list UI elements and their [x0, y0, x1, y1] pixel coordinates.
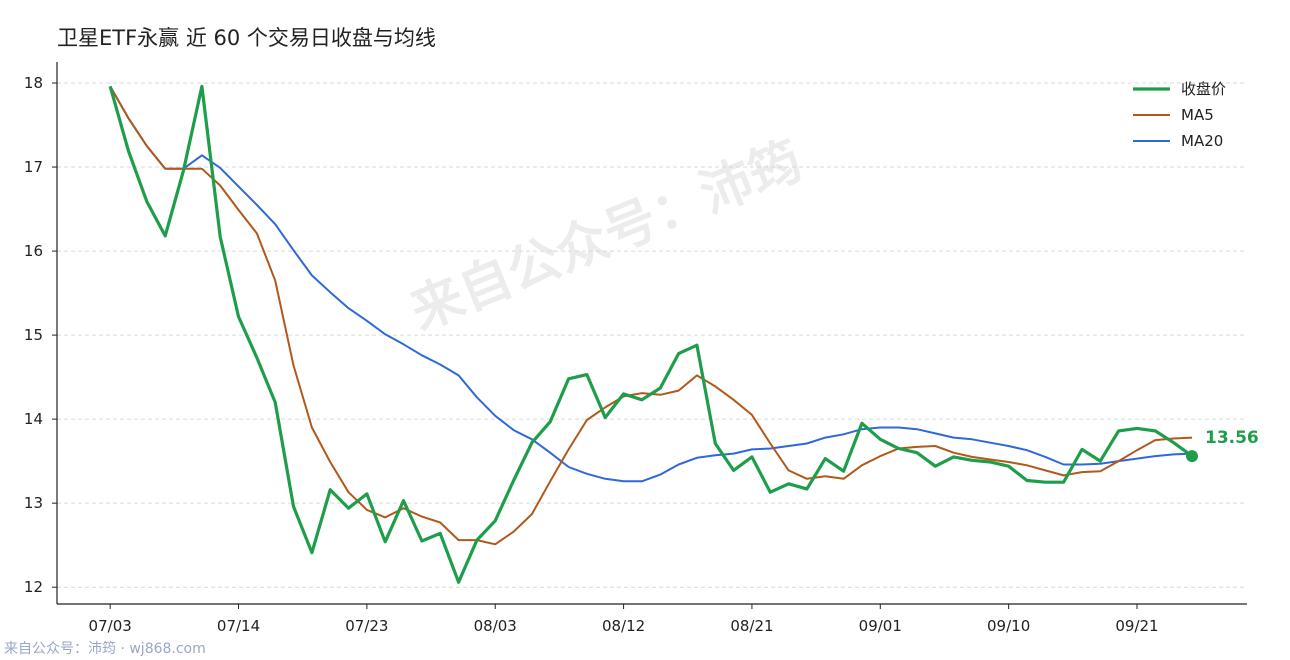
x-tick-label: 08/21 [730, 617, 773, 635]
last-close-label: 13.56 [1205, 428, 1259, 448]
x-tick-label: 09/21 [1115, 617, 1158, 635]
last-close-point [1185, 450, 1198, 463]
series-line-close [108, 84, 1193, 584]
y-tick-label: 12 [24, 578, 43, 596]
x-tick-label: 07/23 [345, 617, 388, 635]
legend-label: MA20 [1181, 132, 1223, 150]
legend: 收盘价 MA5 MA20 [1133, 80, 1226, 150]
axes: 12 13 14 15 16 17 18 07/03 07/14 07/23 08/03 08/12 0… [24, 62, 1247, 635]
series-line-ma20 [109, 85, 1193, 483]
legend-label: MA5 [1181, 106, 1214, 124]
y-tick-label: 18 [24, 74, 43, 92]
footer-credit: 来自公众号：沛筠 · wj868.com [4, 641, 206, 657]
series-line-ma5 [109, 85, 1193, 546]
x-tick-label: 09/01 [859, 617, 902, 635]
legend-label: 收盘价 [1181, 80, 1226, 98]
chart-title: 卫星ETF永赢 近 60 个交易日收盘与均线 [57, 26, 436, 50]
gridlines [57, 82, 1247, 588]
x-tick-label: 09/10 [987, 617, 1030, 635]
series-lines: 13.56 [108, 84, 1259, 584]
y-tick-label: 17 [24, 158, 43, 176]
y-tick-label: 16 [24, 242, 43, 260]
watermark-text: 来自公众号：沛筠 [402, 131, 810, 342]
x-tick-label: 07/03 [89, 617, 132, 635]
y-tick-label: 15 [24, 326, 43, 344]
y-tick-label: 13 [24, 494, 43, 512]
y-tick-label: 14 [24, 410, 43, 428]
x-tick-label: 08/03 [474, 617, 517, 635]
x-tick-label: 08/12 [602, 617, 645, 635]
x-tick-label: 07/14 [217, 617, 260, 635]
